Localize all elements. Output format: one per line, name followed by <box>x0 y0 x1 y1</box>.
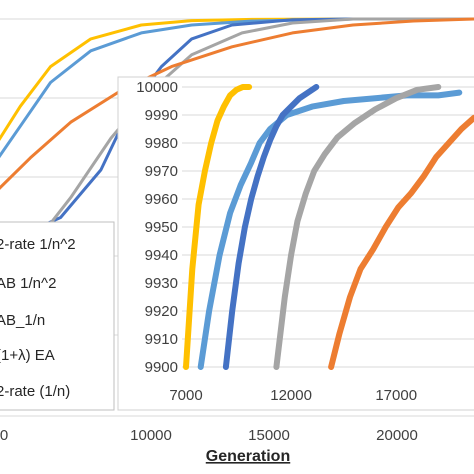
legend-entry-ab-1-n: AB_1/n <box>0 312 45 329</box>
inset-y-tick-label: 9960 <box>145 191 178 208</box>
inset-x-tick-labels: 7000 12000 17000 <box>169 387 417 404</box>
main-x-tick-label: 20000 <box>376 427 418 444</box>
inset-x-tick-label: 17000 <box>375 387 417 404</box>
inset-x-tick-label: 12000 <box>270 387 312 404</box>
inset-y-tick-label: 9920 <box>145 303 178 320</box>
inset-y-tick-label: 10000 <box>136 79 178 96</box>
inset-y-tick-label: 9940 <box>145 247 178 264</box>
inset-series-lines <box>183 84 474 370</box>
main-x-tick-labels: 0 10000 15000 20000 <box>0 427 418 444</box>
inset-y-tick-label: 9910 <box>145 331 178 348</box>
inset-y-tick-labels: 10000 9990 9980 9970 9960 9950 9940 9930 9920 991… <box>136 79 178 376</box>
inset-y-tick-label: 9930 <box>145 275 178 292</box>
main-line-2-rate-1-n <box>0 17 474 190</box>
inset-y-tick-label: 9950 <box>145 219 178 236</box>
inset-y-tick-label: 9980 <box>145 135 178 152</box>
x-axis-title: Generation <box>206 448 290 465</box>
inset-line-2-rate-1-n <box>328 114 474 370</box>
main-x-tick-label: 10000 <box>130 427 172 444</box>
legend-entry-2-rate-1-n: 2-rate (1/n) <box>0 383 70 400</box>
main-x-tick-label: 15000 <box>248 427 290 444</box>
inset-x-tick-label: 7000 <box>169 387 202 404</box>
main-chart: 0 10000 15000 20000 Generation <box>0 17 474 465</box>
inset-y-tick-label: 9900 <box>145 359 178 376</box>
main-x-tick-label: 0 <box>0 427 8 444</box>
legend-entry-ab-1-n2: AB 1/n^2 <box>0 275 56 292</box>
inset-chart: 10000 9990 9980 9970 9960 9950 9940 9930 9920 991… <box>117 76 474 411</box>
inset-y-tick-label: 9990 <box>145 107 178 124</box>
legend: 2-rate 1/n^2 AB 1/n^2 AB_1/n (1+λ) EA 2-… <box>0 221 115 411</box>
legend-entry-1-lambda-ea: (1+λ) EA <box>0 347 55 364</box>
inset-line-2-rate-1-n-2 <box>183 84 253 370</box>
inset-line-ab-1-n <box>222 84 320 370</box>
inset-y-tick-label: 9970 <box>145 163 178 180</box>
legend-box <box>0 221 115 411</box>
legend-entry-2-rate-1-n2: 2-rate 1/n^2 <box>0 236 76 253</box>
inset-line-1-ea <box>273 84 442 370</box>
main-line-ab-1-n <box>0 17 474 247</box>
